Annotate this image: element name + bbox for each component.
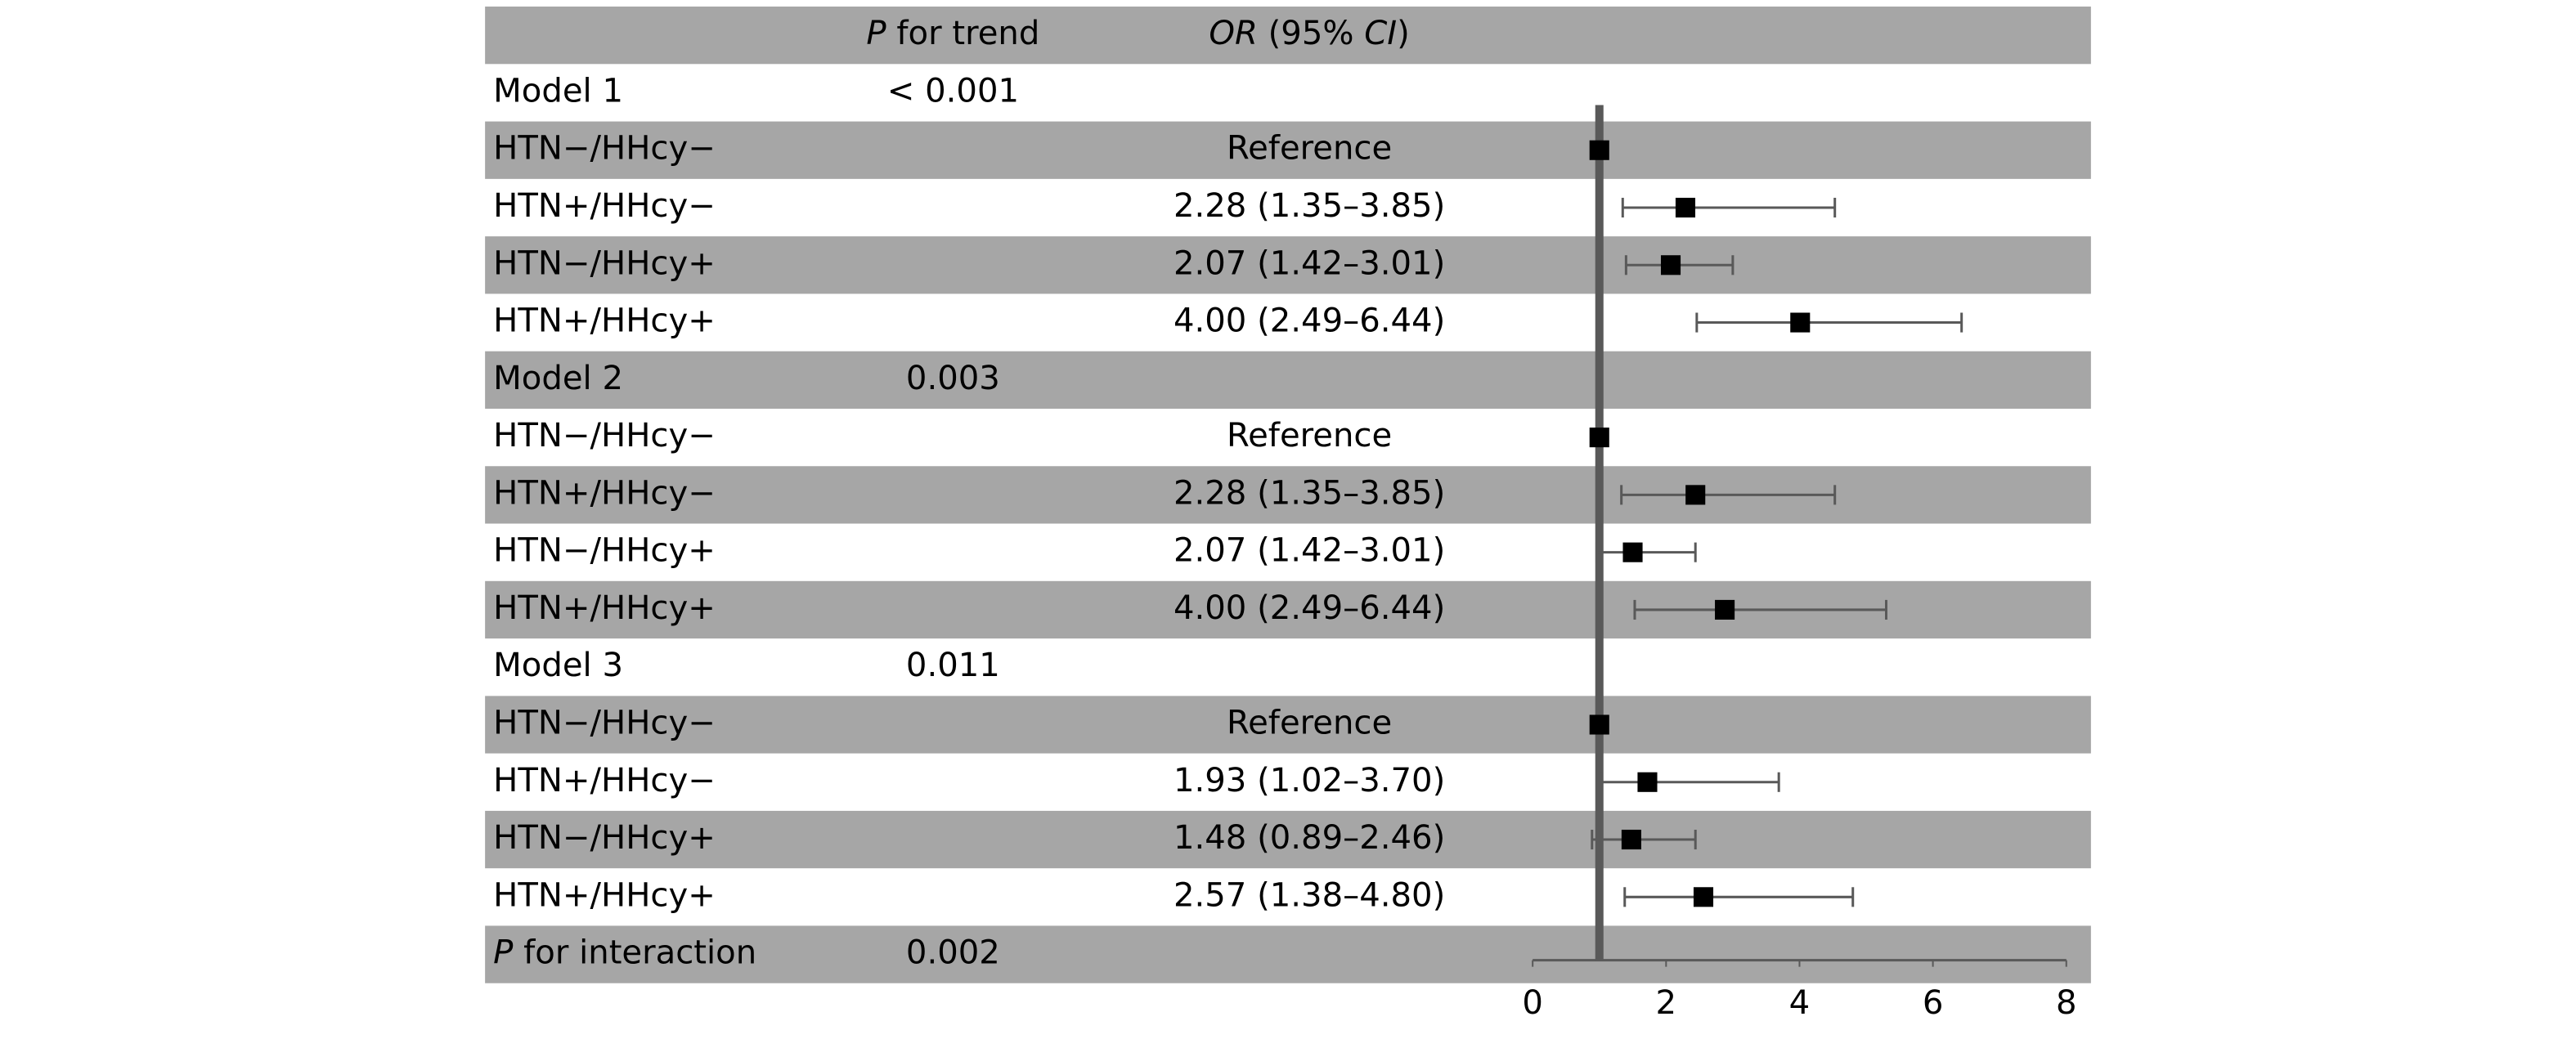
point-estimate [1621, 829, 1641, 850]
p-trend: 0.011 [906, 647, 1000, 684]
point-estimate [1715, 599, 1735, 620]
x-tick-label: 8 [2056, 984, 2077, 1022]
or-text: 2.07 (1.42–3.01) [1174, 532, 1445, 570]
row-stripe [485, 351, 2091, 409]
column-header-part: ) [1397, 15, 1410, 52]
column-header-part: (95% [1258, 15, 1364, 52]
column-header: OR (95% CI) [1209, 15, 1409, 52]
row-stripe [485, 7, 2091, 65]
row-stripe [485, 236, 2091, 294]
or-text: Reference [1227, 704, 1392, 741]
or-text: Reference [1227, 417, 1392, 455]
p-trend: 0.003 [906, 360, 1000, 397]
row-stripe [485, 121, 2091, 179]
row-label: HTN−/HHcy− [493, 130, 716, 168]
or-text: 2.07 (1.42–3.01) [1174, 244, 1445, 282]
row-label: HTN+/HHcy+ [493, 589, 716, 627]
row-label: HTN+/HHcy+ [493, 302, 716, 340]
row-stripe [485, 810, 2091, 869]
row-label: HTN−/HHcy+ [493, 532, 716, 570]
or-text: 1.48 (0.89–2.46) [1174, 819, 1445, 857]
or-text: 2.28 (1.35–3.85) [1174, 187, 1445, 225]
x-tick-label: 2 [1656, 984, 1677, 1022]
row-label: HTN−/HHcy− [493, 417, 716, 455]
point-estimate [1685, 485, 1706, 505]
point-estimate [1589, 428, 1609, 448]
point-estimate [1622, 542, 1643, 562]
error-bar [1620, 485, 1837, 505]
point-estimate [1589, 714, 1609, 735]
point-estimate [1790, 312, 1811, 333]
point-estimate [1693, 887, 1714, 907]
x-tick-label: 4 [1789, 984, 1811, 1022]
error-bar [1695, 312, 1963, 333]
column-header: P for trend [866, 15, 1039, 52]
error-bar [1600, 772, 1780, 792]
row-stripe [485, 696, 2091, 754]
error-bar [1621, 197, 1837, 218]
column-header-part: P [866, 15, 886, 52]
row-label: HTN−/HHcy+ [493, 244, 716, 282]
row-label-part: P [493, 934, 514, 972]
error-bar [1633, 599, 1888, 620]
row-label: HTN−/HHcy− [493, 704, 716, 741]
error-bar [1591, 829, 1697, 850]
row-label: HTN−/HHcy+ [493, 819, 716, 857]
error-bar [1595, 542, 1697, 562]
row-label: HTN+/HHcy+ [493, 876, 716, 914]
x-tick-label: 0 [1522, 984, 1543, 1022]
point-estimate [1589, 140, 1609, 160]
or-text: 4.00 (2.49–6.44) [1174, 302, 1445, 340]
row-label: HTN+/HHcy− [493, 762, 716, 799]
row-label: HTN+/HHcy− [493, 474, 716, 512]
or-text: Reference [1227, 130, 1392, 168]
row-label: HTN+/HHcy− [493, 187, 716, 225]
row-label: P for interaction [493, 934, 756, 972]
point-estimate [1660, 255, 1681, 275]
row-stripe [485, 925, 2091, 983]
p-trend: < 0.001 [887, 72, 1019, 110]
point-estimate [1637, 772, 1658, 792]
or-text: 4.00 (2.49–6.44) [1174, 589, 1445, 627]
error-bar [1623, 887, 1855, 907]
x-tick-label: 6 [1923, 984, 1944, 1022]
column-header-part: OR [1209, 15, 1258, 52]
row-label-part: for interaction [513, 934, 756, 972]
row-label: Model 3 [493, 647, 623, 684]
or-text: 2.57 (1.38–4.80) [1174, 876, 1445, 914]
point-estimate [1675, 197, 1696, 218]
column-header-part: CI [1364, 15, 1397, 52]
or-text: 2.28 (1.35–3.85) [1174, 474, 1445, 512]
p-trend: 0.002 [906, 934, 1000, 972]
column-header-part: for trend [886, 15, 1040, 52]
row-label: Model 2 [493, 360, 623, 397]
or-text: 1.93 (1.02–3.70) [1174, 762, 1445, 799]
row-label: Model 1 [493, 72, 623, 110]
